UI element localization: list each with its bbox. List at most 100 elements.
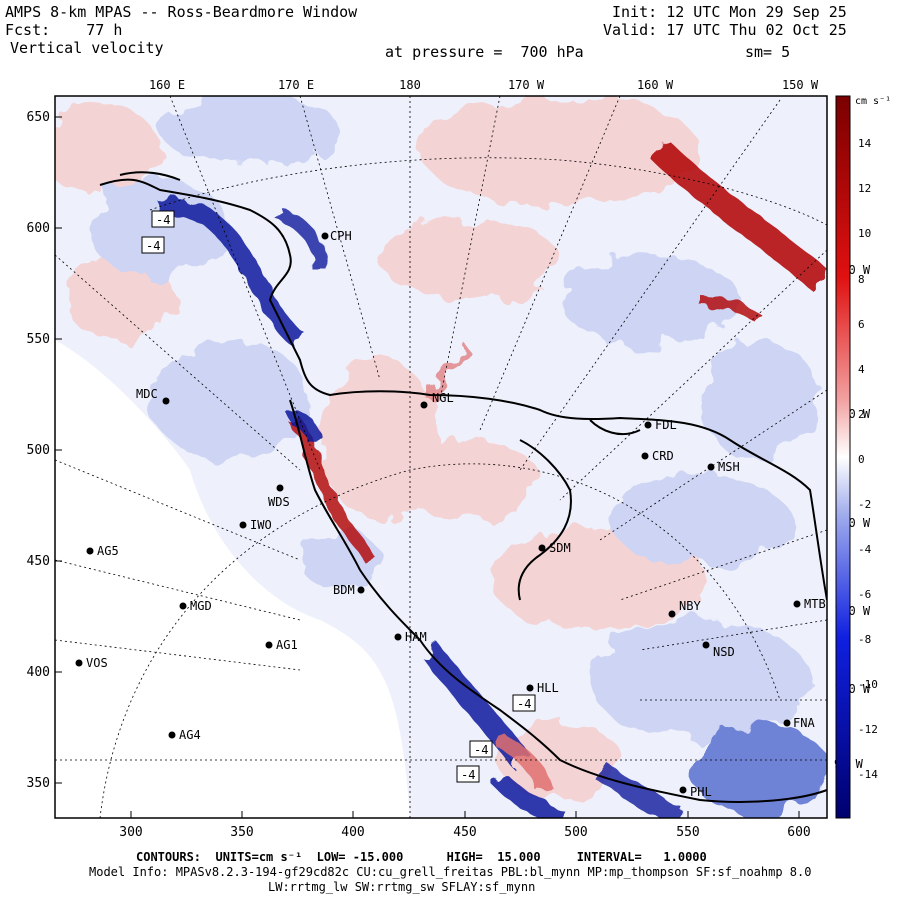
pos-band — [699, 295, 763, 325]
colorbar-tick: 12 — [858, 182, 871, 195]
station-label: CRD — [652, 449, 674, 463]
station-phl[interactable]: PHL — [679, 785, 712, 799]
station-ag4[interactable]: AG4 — [168, 728, 201, 742]
neg-band — [493, 773, 564, 818]
station-nby[interactable]: NBY — [668, 599, 702, 618]
station-dot — [86, 547, 94, 555]
colorbar-tick: 4 — [858, 363, 865, 376]
colorbar: cm s⁻¹ 14 12 10 8 6 4 2 0 -2 -4 -6 -8 -1… — [835, 95, 891, 819]
station-msh[interactable]: MSH — [707, 460, 740, 474]
colorbar-tick: 8 — [858, 273, 865, 286]
y-tick-label: 350 — [27, 776, 50, 791]
y-tick-label: 650 — [27, 110, 50, 125]
coastline — [99, 171, 827, 803]
model-info: Model Info: MPASv8.2.3-194-gf29cd82c CU:… — [89, 865, 812, 879]
y-tick-label: 450 — [27, 554, 50, 569]
y-tick-label: 600 — [27, 221, 50, 236]
station-dot — [707, 463, 715, 471]
station-fdl[interactable]: FDL — [644, 418, 677, 432]
meridian-130e — [55, 559, 301, 621]
station-label: AG1 — [276, 638, 298, 652]
station-label: MSH — [718, 460, 740, 474]
station-ham[interactable]: HAM — [394, 630, 427, 644]
station-dot — [168, 731, 176, 739]
svg-text:-4: -4 — [146, 239, 160, 253]
station-label: NBY — [679, 599, 701, 613]
station-crd[interactable]: CRD — [641, 449, 674, 463]
coast-north — [119, 171, 181, 181]
station-label: FDL — [655, 418, 677, 432]
colorbar-tick: -8 — [858, 633, 871, 646]
colorbar-tick: 2 — [858, 408, 865, 421]
x-axis: 300 350 400 450 500 550 600 — [119, 811, 811, 840]
no-data-region — [55, 340, 410, 818]
station-label: FNA — [793, 716, 815, 730]
station-ngl[interactable]: NGL — [420, 391, 454, 409]
station-sdm[interactable]: SDM — [538, 541, 571, 555]
station-wds[interactable]: WDS — [268, 484, 290, 510]
y-tick-label: 550 — [27, 332, 50, 347]
station-label: AG4 — [179, 728, 201, 742]
lon-label: 180 — [399, 78, 421, 92]
neg-band — [286, 410, 323, 443]
station-vos[interactable]: VOS — [75, 656, 108, 670]
station-dot — [526, 684, 534, 692]
init-value: 12 UTC Mon 29 Sep 25 — [666, 3, 847, 21]
station-label: MDC — [136, 387, 158, 401]
station-cph[interactable]: CPH — [321, 229, 352, 243]
station-nsd[interactable]: NSD — [702, 641, 735, 660]
pos-area — [400, 440, 540, 520]
station-label: BDM — [333, 583, 355, 597]
smoothing-value: sm= 5 — [745, 43, 791, 61]
lon-label: 150 W — [782, 78, 819, 92]
station-mtb[interactable]: MTB — [793, 597, 826, 611]
station-ag1[interactable]: AG1 — [265, 638, 298, 652]
y-tick-label: 400 — [27, 665, 50, 680]
pressure-label: at pressure = — [385, 43, 503, 61]
station-dot — [641, 452, 649, 460]
station-bdm[interactable]: BDM — [333, 583, 365, 597]
grounding-line — [517, 439, 572, 601]
station-dot — [239, 521, 247, 529]
contour-label: -4 — [456, 765, 480, 783]
neg-band — [594, 761, 684, 818]
neg-band — [277, 208, 327, 271]
station-fna[interactable]: FNA — [783, 716, 816, 730]
station-dot — [162, 397, 170, 405]
neg-area — [560, 255, 740, 345]
field-name: Vertical velocity — [10, 39, 164, 57]
station-iwo[interactable]: IWO — [239, 518, 272, 532]
x-tick-label: 400 — [341, 825, 364, 840]
svg-text:-4: -4 — [517, 697, 531, 711]
station-label: MTB — [804, 597, 826, 611]
colorbar-tick: -6 — [858, 588, 871, 601]
colorbar-tick: -4 — [858, 543, 872, 556]
pos-band — [496, 732, 553, 793]
init-label: Init: — [612, 3, 658, 21]
plot-frame — [54, 95, 828, 819]
valid-label: Valid: — [603, 21, 658, 39]
colorbar-tick: -12 — [858, 723, 878, 736]
meridian-160w — [479, 96, 621, 431]
station-dot — [538, 544, 546, 552]
station-dot — [394, 633, 402, 641]
meridian-150w — [519, 99, 781, 471]
forecast-hour: Fcst: 77 h — [5, 22, 122, 39]
station-dot — [668, 610, 676, 618]
meridian-160e — [169, 96, 321, 471]
neg-area — [610, 475, 790, 565]
contour-label: -4 — [151, 210, 175, 228]
station-label: AG5 — [97, 544, 119, 558]
plot-area: CPH NGL MDC FDL CRD MSH WDS IWO AG5 SDM … — [55, 96, 827, 818]
station-ag5[interactable]: AG5 — [86, 544, 119, 558]
station-mdc[interactable]: MDC — [136, 387, 170, 405]
station-hll[interactable]: HLL — [526, 681, 559, 695]
y-axis: 650 600 550 500 450 400 350 — [27, 110, 62, 791]
x-tick-label: 350 — [230, 825, 253, 840]
station-mgd[interactable]: MGD — [179, 599, 212, 613]
radiation-info: LW:rrtmg_lw SW:rrtmg_sw SFLAY:sf_mynn — [268, 880, 536, 894]
parallel-outer — [149, 157, 827, 226]
init-time: Init: 12 UTC Mon 29 Sep 25 — [612, 4, 847, 21]
station-dot — [783, 719, 791, 727]
